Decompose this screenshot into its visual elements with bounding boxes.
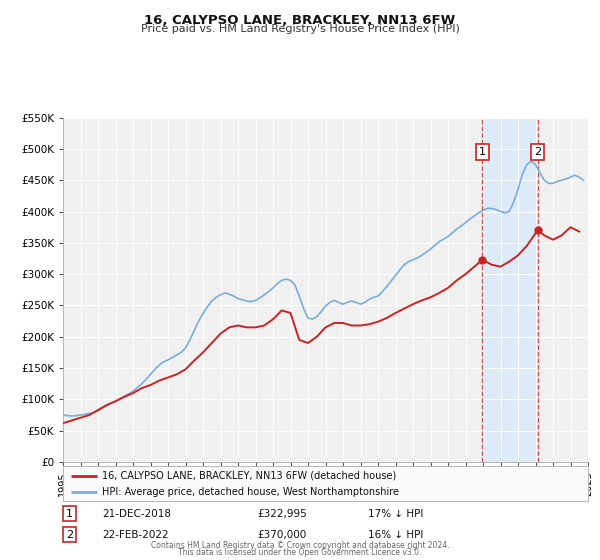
- Text: Price paid vs. HM Land Registry's House Price Index (HPI): Price paid vs. HM Land Registry's House …: [140, 24, 460, 34]
- Text: 16, CALYPSO LANE, BRACKLEY, NN13 6FW (detached house): 16, CALYPSO LANE, BRACKLEY, NN13 6FW (de…: [103, 471, 397, 481]
- Text: 2: 2: [66, 530, 73, 540]
- Text: 17% ↓ HPI: 17% ↓ HPI: [367, 508, 423, 519]
- Text: Contains HM Land Registry data © Crown copyright and database right 2024.: Contains HM Land Registry data © Crown c…: [151, 541, 449, 550]
- Text: £322,995: £322,995: [257, 508, 307, 519]
- Text: £370,000: £370,000: [257, 530, 307, 540]
- Text: 2: 2: [534, 147, 541, 157]
- Text: HPI: Average price, detached house, West Northamptonshire: HPI: Average price, detached house, West…: [103, 487, 400, 497]
- Text: 21-DEC-2018: 21-DEC-2018: [103, 508, 172, 519]
- Text: 16, CALYPSO LANE, BRACKLEY, NN13 6FW: 16, CALYPSO LANE, BRACKLEY, NN13 6FW: [145, 14, 455, 27]
- Bar: [482, 118, 538, 462]
- Text: 1: 1: [479, 147, 486, 157]
- Text: This data is licensed under the Open Government Licence v3.0.: This data is licensed under the Open Gov…: [178, 548, 422, 557]
- Text: 22-FEB-2022: 22-FEB-2022: [103, 530, 169, 540]
- Text: 1: 1: [66, 508, 73, 519]
- Text: 16% ↓ HPI: 16% ↓ HPI: [367, 530, 423, 540]
